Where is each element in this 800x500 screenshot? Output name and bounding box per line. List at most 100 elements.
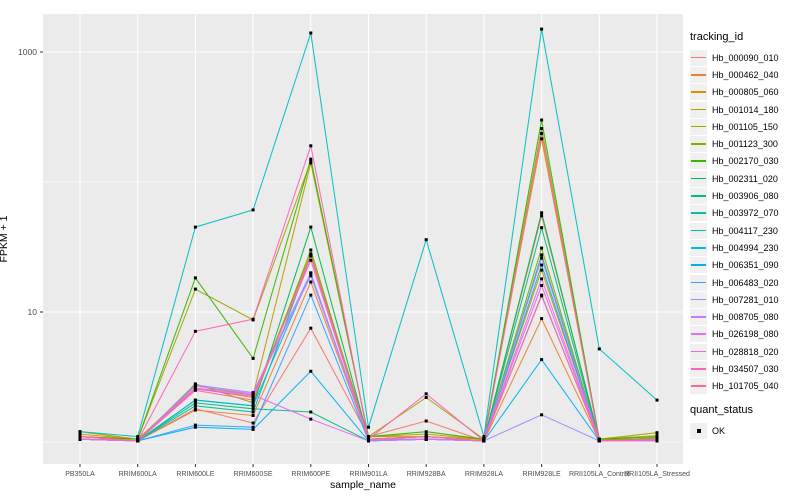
data-point: [655, 437, 659, 441]
legend-entry-label: Hb_001105_150: [712, 121, 778, 132]
data-point: [193, 408, 197, 412]
x-tick-label: RRIM600LA: [119, 471, 157, 478]
series-color-line-icon: [691, 73, 706, 76]
data-point: [309, 326, 313, 330]
data-point: [655, 435, 659, 439]
data-point: [193, 388, 197, 392]
y-tick-label: 10: [28, 307, 38, 317]
legend-entry-label: Hb_034507_030: [712, 363, 779, 374]
data-point: [309, 254, 313, 258]
series-color-line-icon: [691, 298, 706, 301]
data-point: [193, 329, 197, 333]
data-point: [424, 238, 428, 242]
series-color-line-icon: [691, 195, 706, 197]
data-point: [655, 398, 659, 402]
data-point: [424, 435, 428, 439]
series-color-line-icon: [691, 177, 706, 180]
data-point: [309, 225, 313, 229]
legend-entry-Hb_101705_040: Hb_101705_040: [690, 378, 800, 395]
x-tick-label: RRII105LA_Stressed: [624, 471, 690, 478]
series-color-key: [690, 136, 707, 153]
data-point: [251, 427, 255, 431]
series-color-line-icon: [691, 212, 706, 214]
data-point: [424, 437, 428, 441]
data-point: [193, 225, 197, 229]
series-color-line-icon: [691, 108, 706, 111]
legend-entry-Hb_000462_040: Hb_000462_040: [690, 66, 800, 83]
data-point: [482, 439, 486, 443]
series-color-key: [690, 101, 707, 118]
data-point: [597, 437, 601, 441]
data-point: [309, 157, 313, 161]
series-color-line-icon: [691, 229, 706, 232]
series-color-key: [690, 239, 707, 256]
legend-entry-Hb_004117_230: Hb_004117_230: [690, 222, 800, 239]
legend-entry-Hb_034507_030: Hb_034507_030: [690, 360, 800, 377]
data-point: [309, 271, 313, 275]
legend-entry-Hb_000090_010: Hb_000090_010: [690, 49, 800, 66]
data-point: [540, 413, 544, 417]
series-color-key: [690, 378, 707, 395]
data-point: [540, 226, 544, 230]
data-point: [424, 432, 428, 436]
legend-entry-label: Hb_001014_180: [712, 104, 779, 115]
data-point: [309, 144, 313, 148]
legend-entry-label: Hb_006351_090: [712, 260, 779, 271]
series-color-key: [690, 66, 707, 83]
data-point: [78, 437, 82, 441]
tracking-id-legend-entries: Hb_000090_010 Hb_000462_040 Hb_000805_060 H…: [690, 49, 800, 395]
data-point: [193, 384, 197, 388]
legend-entry-label: Hb_101705_040: [712, 381, 779, 392]
legend-entry-label: Hb_026198_080: [712, 329, 779, 340]
legend-entry-label: Hb_002311_020: [712, 173, 778, 184]
data-point: [78, 432, 82, 436]
data-point: [309, 293, 313, 297]
legend-entry-label: Hb_004994_230: [712, 242, 779, 253]
data-point: [482, 435, 486, 439]
series-color-key: [690, 274, 707, 291]
data-point: [251, 394, 255, 398]
x-tick-label: RRIM928BA: [407, 471, 446, 478]
data-point: [540, 253, 544, 257]
data-point: [193, 276, 197, 280]
quant-status-legend-title: quant_status: [690, 404, 753, 416]
data-point: [540, 118, 544, 122]
legend-entry-Hb_026198_080: Hb_026198_080: [690, 326, 800, 343]
series-color-line-icon: [691, 264, 706, 266]
series-color-key: [690, 205, 707, 222]
series-color-line-icon: [691, 281, 706, 284]
data-point: [540, 132, 544, 135]
series-color-line-icon: [691, 160, 706, 163]
series-color-key: [690, 49, 707, 66]
data-point: [540, 358, 544, 362]
legend-entry-Hb_001105_150: Hb_001105_150: [690, 118, 800, 135]
series-color-line-icon: [691, 367, 706, 370]
data-point: [309, 248, 313, 252]
data-point: [251, 407, 255, 411]
data-point: [193, 398, 197, 402]
legend-entry-label: Hb_000090_010: [712, 52, 779, 63]
series-color-line-icon: [691, 385, 706, 387]
data-point: [309, 410, 313, 414]
data-point: [540, 137, 544, 141]
data-point: [251, 410, 255, 414]
data-point: [251, 404, 255, 408]
data-point: [251, 401, 255, 405]
legend-entry-Hb_003972_070: Hb_003972_070: [690, 205, 800, 222]
x-tick-label: RRIM600PE: [291, 471, 330, 478]
x-axis-title: sample_name: [330, 479, 396, 491]
series-color-key: [690, 326, 707, 343]
square-point-icon: [696, 428, 701, 433]
y-axis-title: FPKM + 1: [0, 216, 10, 263]
series-color-key: [690, 118, 707, 135]
legend-entry-Hb_002170_030: Hb_002170_030: [690, 153, 800, 170]
data-point: [309, 161, 313, 165]
legend-entry-Hb_028818_020: Hb_028818_020: [690, 343, 800, 360]
data-point: [424, 392, 428, 396]
legend-entry-label: Hb_004117_230: [712, 225, 778, 236]
data-point: [540, 294, 544, 298]
series-color-line-icon: [691, 125, 706, 128]
data-point: [251, 356, 255, 360]
data-point: [251, 421, 255, 425]
